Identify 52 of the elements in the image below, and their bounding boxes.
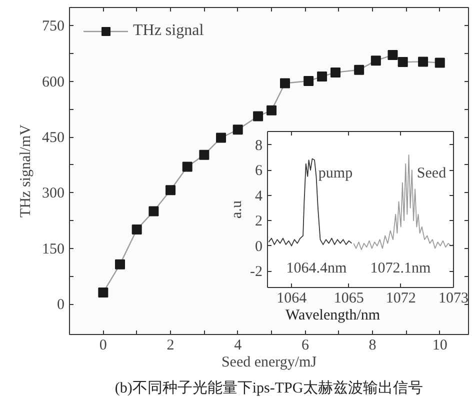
point [398, 57, 408, 68]
x-tick-label: 1072 [386, 290, 416, 306]
point [148, 206, 159, 216]
x-tick-label: 1064 [276, 290, 308, 306]
x-tick-label: 6 [301, 338, 310, 354]
point [388, 50, 398, 60]
y-axis-title: a.u [229, 200, 246, 218]
point [98, 288, 108, 298]
point [132, 224, 142, 234]
x-tick-label: 4 [234, 338, 242, 354]
point [317, 72, 328, 82]
y-tick-label: 450 [42, 130, 64, 146]
point [330, 67, 340, 78]
point [253, 111, 264, 122]
point [280, 78, 290, 88]
x-tick-label: 0 [99, 338, 107, 354]
point [166, 185, 176, 196]
x-tick-label: 2 [166, 338, 174, 354]
y-tick-label: 300 [42, 186, 64, 202]
x-tick-label: 10 [432, 338, 448, 354]
x-axis-title: Seed energy/mJ [221, 354, 317, 370]
point [115, 259, 126, 270]
annotation: 1072.1nm [370, 260, 432, 276]
legend-label: THz signal [133, 22, 204, 40]
y-tick-label: 6 [255, 163, 263, 180]
annotation: Seed [416, 166, 447, 182]
annotation: pump [318, 166, 353, 182]
y-tick-label: 2 [255, 214, 262, 230]
point [354, 64, 364, 75]
y-tick-label: 600 [42, 74, 64, 90]
point [418, 56, 428, 67]
x-tick-label: 1073 [438, 290, 468, 306]
y-tick-label: 8 [255, 138, 262, 154]
point [370, 56, 381, 66]
annotation: 1064.4nm [286, 260, 348, 276]
text: (b)不同种子光能量下ips-TPG太赫兹波输出信号 [114, 380, 424, 396]
y-tick-label: 4 [255, 188, 263, 204]
y-tick-label: 150 [42, 241, 64, 258]
point [304, 76, 314, 86]
y-tick-label: -2 [250, 264, 263, 280]
point [434, 58, 445, 68]
x-axis-title: Wavelength/nm [286, 308, 380, 324]
point [216, 132, 226, 143]
y-axis-title: THz signal/mV [18, 124, 34, 218]
x-tick-label: 1065 [334, 290, 364, 306]
point [199, 150, 210, 160]
y-tick-label: 0 [255, 238, 262, 255]
x-tick-label: 8 [368, 338, 376, 354]
point [182, 162, 192, 172]
point [266, 105, 277, 116]
point [232, 124, 243, 135]
y-tick-label: 750 [42, 18, 64, 35]
